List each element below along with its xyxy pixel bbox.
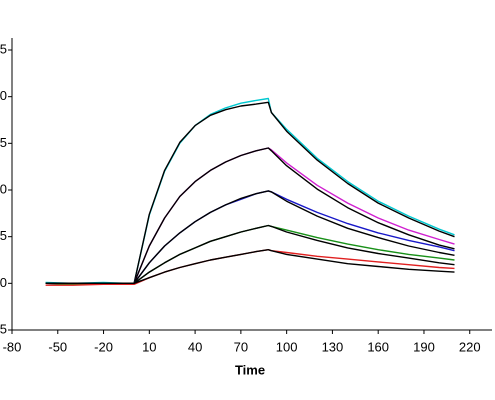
x-tick-label: 130 (322, 339, 344, 354)
x-tick-label: 10 (142, 339, 156, 354)
x-tick-label: 70 (234, 339, 248, 354)
y-tick-label: 15 (0, 135, 7, 150)
y-tick-label: 0 (0, 275, 7, 290)
y-tick-label: 25 (0, 41, 7, 56)
plot-area (45, 97, 455, 286)
x-tick-label: 100 (276, 339, 298, 354)
y-tick-label: 20 (0, 88, 7, 103)
y-tick-label: -5 (0, 321, 7, 336)
x-axis-label: Time (235, 362, 265, 377)
y-tick-label: 10 (0, 181, 7, 196)
x-tick-label: 160 (367, 339, 389, 354)
x-tick-label: -80 (3, 339, 22, 354)
x-tick-label: 40 (188, 339, 202, 354)
series-line (45, 224, 455, 284)
x-tick-label: -50 (48, 339, 67, 354)
y-tick-label: 5 (0, 228, 7, 243)
series-line (45, 249, 455, 284)
x-tick-label: 190 (413, 339, 435, 354)
x-tick-label: 220 (459, 339, 481, 354)
x-tick-label: -20 (94, 339, 113, 354)
series-line (45, 224, 455, 285)
series-line (45, 190, 455, 285)
